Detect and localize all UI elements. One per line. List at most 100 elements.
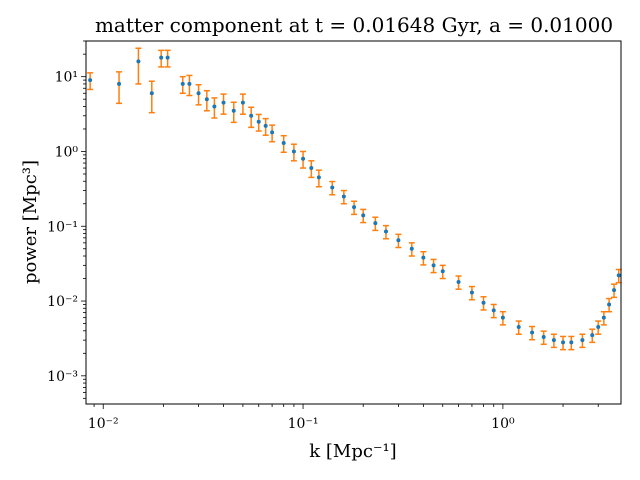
data-point-7 — [186, 74, 193, 97]
data-point-48 — [600, 310, 607, 326]
tick-layer: 10⁻² 10⁻¹ 10⁰ 10⁻³ 10⁻² 10⁻¹ 10⁰ 10¹ — [47, 40, 599, 432]
point-marker — [270, 130, 275, 135]
point-marker — [383, 229, 388, 234]
point-marker — [530, 330, 535, 335]
data-point-18 — [280, 134, 287, 154]
data-point-49 — [606, 297, 613, 313]
data-point-42 — [550, 333, 557, 349]
point-marker — [281, 140, 286, 145]
point-marker — [212, 104, 217, 109]
point-marker — [616, 273, 621, 278]
point-marker — [580, 338, 585, 343]
plot-area — [87, 47, 622, 351]
point-marker — [330, 185, 335, 190]
data-point-46 — [589, 328, 596, 344]
data-point-12 — [230, 101, 237, 124]
point-marker — [165, 55, 170, 60]
data-point-38 — [499, 310, 506, 326]
data-point-14 — [248, 106, 255, 129]
x-axis-label: k [Mpc⁻¹] — [309, 441, 396, 462]
data-point-47 — [595, 320, 602, 335]
y-tick-label: 10⁻² — [47, 294, 78, 310]
point-marker — [341, 194, 346, 199]
data-point-3 — [148, 80, 155, 114]
data-point-15 — [255, 113, 262, 132]
point-marker — [159, 55, 164, 60]
data-point-26 — [360, 208, 367, 224]
point-marker — [569, 340, 574, 345]
point-marker — [409, 246, 414, 251]
data-point-45 — [579, 333, 586, 349]
point-marker — [204, 97, 209, 102]
data-point-1 — [116, 71, 123, 105]
point-marker — [88, 78, 93, 83]
point-marker — [491, 308, 496, 313]
point-marker — [221, 100, 226, 105]
data-point-36 — [480, 296, 487, 311]
point-marker — [256, 119, 261, 124]
point-marker — [249, 113, 254, 118]
data-point-8 — [195, 84, 202, 106]
point-marker — [361, 213, 366, 218]
point-marker — [301, 156, 306, 161]
y-tick-label: 10¹ — [55, 70, 78, 86]
point-marker — [481, 300, 486, 305]
data-point-23 — [329, 180, 336, 196]
data-point-31 — [420, 251, 427, 266]
point-marker — [180, 81, 185, 86]
point-marker — [352, 205, 357, 210]
chart-title: matter component at t = 0.01648 Gyr, a =… — [95, 13, 613, 37]
data-point-35 — [468, 285, 475, 301]
point-marker — [316, 175, 321, 180]
point-marker — [607, 302, 612, 307]
point-marker — [421, 255, 426, 260]
point-marker — [240, 100, 245, 105]
data-point-22 — [315, 169, 322, 188]
point-marker — [117, 81, 122, 86]
point-marker — [309, 166, 314, 171]
y-tick-label: 10⁻³ — [47, 369, 78, 385]
data-point-29 — [395, 233, 402, 249]
data-point-44 — [568, 335, 575, 351]
data-point-37 — [490, 303, 497, 319]
data-point-50 — [611, 283, 618, 299]
data-point-10 — [211, 97, 218, 119]
y-tick-label: 10⁰ — [55, 144, 79, 160]
data-point-19 — [290, 143, 297, 162]
data-point-20 — [300, 150, 307, 169]
point-marker — [541, 335, 546, 340]
data-point-30 — [408, 242, 415, 257]
data-point-33 — [439, 264, 446, 280]
point-marker — [596, 324, 601, 329]
point-marker — [187, 81, 192, 86]
data-point-2 — [135, 47, 142, 85]
data-point-34 — [455, 275, 462, 290]
point-marker — [231, 108, 236, 113]
data-point-17 — [269, 124, 276, 143]
point-marker — [396, 238, 401, 243]
point-marker — [612, 288, 617, 293]
data-point-9 — [203, 89, 210, 112]
point-marker — [196, 91, 201, 96]
point-marker — [456, 279, 461, 284]
data-point-25 — [351, 200, 358, 216]
axes-frame — [85, 40, 622, 405]
point-marker — [561, 340, 566, 345]
point-marker — [440, 269, 445, 274]
data-point-16 — [262, 117, 269, 136]
x-tick-label: 10⁻² — [88, 416, 119, 432]
data-point-39 — [515, 320, 522, 335]
data-point-28 — [382, 224, 389, 240]
data-point-11 — [220, 93, 227, 115]
data-point-21 — [308, 160, 315, 179]
point-marker — [601, 315, 606, 320]
data-point-6 — [179, 75, 186, 95]
point-marker — [373, 221, 378, 226]
data-point-0 — [87, 72, 94, 91]
point-marker — [136, 59, 141, 64]
data-point-4 — [158, 49, 165, 68]
point-marker — [469, 290, 474, 295]
data-point-13 — [239, 93, 246, 115]
y-axis-label: power [Mpc³] — [20, 160, 41, 284]
